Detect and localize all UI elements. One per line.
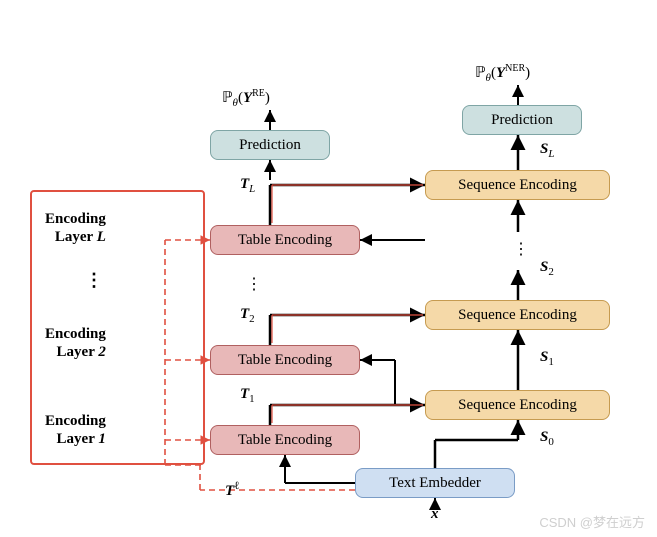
layer-2-label: Encoding Layer 2 [45,325,106,361]
label-P-NER: ℙθ(YNER) [475,63,530,85]
vdots-right: ⋮ [513,240,529,259]
label-T-ell: Tℓ [225,480,239,500]
text-embedder-box: Text Embedder [355,468,515,498]
label-P-RE: ℙθ(YRE) [222,88,270,110]
label-TL: TL [240,175,255,196]
table-encoding-L: Table Encoding [210,225,360,255]
watermark: CSDN @梦在远方 [539,512,645,531]
prediction-ner-box: Prediction [462,105,582,135]
input-x: x [431,505,439,523]
label-T2: T2 [240,305,255,326]
label-SL: SL [540,140,554,161]
layer-1-label: Encoding Layer 1 [45,412,106,448]
label-T1: T1 [240,385,255,406]
sequence-encoding-1: Sequence Encoding [425,390,610,420]
label-S0: S0 [540,428,554,449]
table-encoding-2: Table Encoding [210,345,360,375]
layer-L-label: Encoding Layer L [45,210,106,246]
sequence-encoding-L: Sequence Encoding [425,170,610,200]
label-S1: S1 [540,348,554,369]
vdots-left: ⋮ [85,270,103,292]
sequence-encoding-2: Sequence Encoding [425,300,610,330]
label-S2: S2 [540,258,554,279]
table-encoding-1: Table Encoding [210,425,360,455]
vdots-mid: ⋮ [246,275,262,294]
prediction-re-box: Prediction [210,130,330,160]
